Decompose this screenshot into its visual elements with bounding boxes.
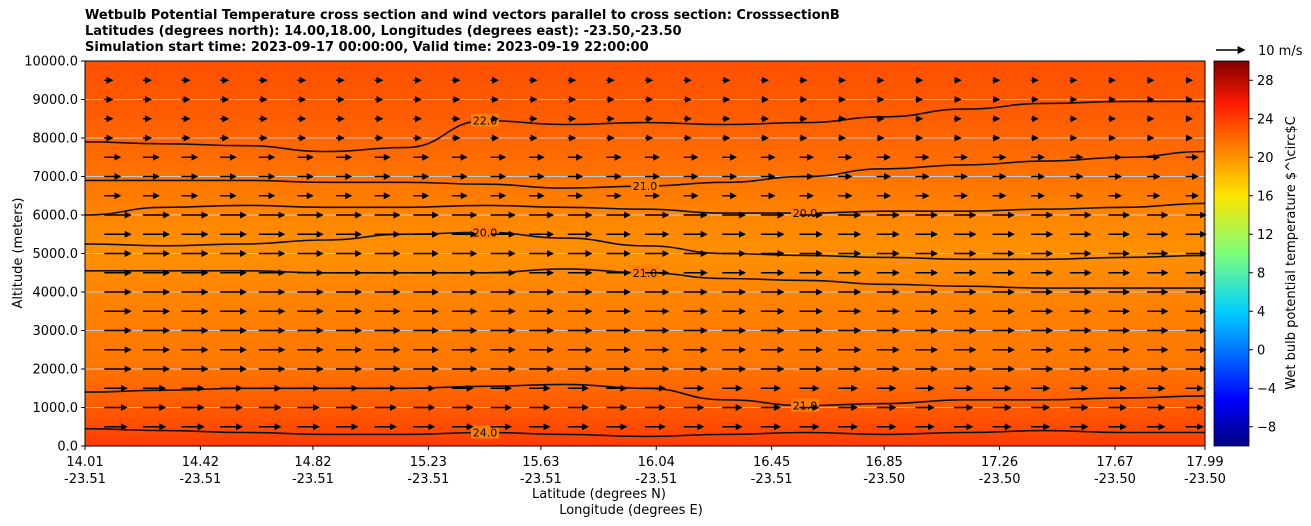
y-tick-label: 6000.0 bbox=[33, 209, 79, 224]
x-tick-label-lon: -23.51 bbox=[520, 472, 562, 487]
x-tick-label-lat: 16.45 bbox=[753, 455, 790, 470]
x-tick-label-lat: 16.04 bbox=[638, 455, 675, 470]
x-tick-label-lon: -23.50 bbox=[1184, 472, 1226, 487]
x-tick-label-lon: -23.51 bbox=[407, 472, 449, 487]
colorbar-tick-label: 4 bbox=[1257, 305, 1265, 320]
colorbar-tick-label: 0 bbox=[1257, 343, 1265, 358]
x-tick-label-lat: 15.63 bbox=[522, 455, 559, 470]
x-tick-label-lon: -23.51 bbox=[751, 472, 793, 487]
x-tick-label-lat: 16.85 bbox=[866, 455, 903, 470]
x-tick-label-lon: -23.51 bbox=[635, 472, 677, 487]
chart-title-line-3: Simulation start time: 2023-09-17 00:00:… bbox=[85, 40, 649, 55]
y-tick-label: 9000.0 bbox=[33, 93, 79, 108]
chart-title-line-2: Latitudes (degrees north): 14.00,18.00, … bbox=[85, 24, 682, 39]
y-tick-label: 8000.0 bbox=[33, 132, 79, 147]
y-tick-label: 1000.0 bbox=[33, 401, 79, 416]
contour-line bbox=[84, 100, 1205, 153]
quiver-key-label: 10 m/s bbox=[1258, 44, 1303, 59]
colorbar-tick-label: 20 bbox=[1257, 151, 1274, 166]
colorbar-tick-label: 16 bbox=[1257, 189, 1274, 204]
contour-label: 21.0 bbox=[793, 400, 818, 413]
contour-label: 20.0 bbox=[473, 226, 498, 239]
contour-label: 22.0 bbox=[473, 115, 498, 128]
y-tick-label: 3000.0 bbox=[33, 324, 79, 339]
x-tick-label-lon: -23.51 bbox=[179, 472, 221, 487]
contour-label-bg bbox=[471, 425, 499, 439]
x-tick-label-lat: 17.99 bbox=[1186, 455, 1223, 470]
colorbar: 28 24 20 16 12 8 4 0 −4 −8 Wet bulb potential tem… bbox=[1213, 60, 1299, 447]
contour-label: 24.0 bbox=[473, 427, 498, 440]
x-tick-label-lon: -23.51 bbox=[292, 472, 334, 487]
y-tick-label: 4000.0 bbox=[33, 286, 79, 301]
x-tick-label-lat: 14.42 bbox=[182, 455, 219, 470]
x-tick-label-lon: -23.50 bbox=[1094, 472, 1136, 487]
chart-title-line-1: Wetbulb Potential Temperature cross sect… bbox=[85, 8, 840, 23]
y-axis-label: Altitude (meters) bbox=[11, 198, 26, 309]
contour-label-bg bbox=[471, 225, 499, 239]
x-tick-label-lat: 14.01 bbox=[66, 455, 103, 470]
y-tick-label: 2000.0 bbox=[33, 363, 79, 378]
contour-label: 21.0 bbox=[633, 180, 658, 193]
contour-line bbox=[84, 427, 1205, 438]
colorbar-tick-label: 8 bbox=[1257, 266, 1265, 281]
colorbar-gradient bbox=[1213, 60, 1250, 447]
colorbar-ticks: 28 24 20 16 12 8 4 0 −4 −8 bbox=[1249, 74, 1276, 435]
x-tick-label-lat: 14.82 bbox=[294, 455, 331, 470]
colorbar-tick-label: 28 bbox=[1257, 74, 1274, 89]
x-tick-label-lon: -23.50 bbox=[863, 472, 905, 487]
colorbar-tick-label: −8 bbox=[1257, 420, 1276, 435]
contour-label: 20.0 bbox=[793, 207, 818, 220]
contour-label-bg bbox=[791, 206, 819, 220]
y-tick-label: 10000.0 bbox=[24, 55, 78, 70]
y-tick-label: 7000.0 bbox=[33, 170, 79, 185]
colorbar-tick-label: 24 bbox=[1257, 112, 1274, 127]
x-tick-label-lat: 17.26 bbox=[981, 455, 1018, 470]
x-axis-label-longitude: Longitude (degrees E) bbox=[559, 503, 703, 518]
y-axis-ticks: 0.0 1000.0 2000.0 3000.0 4000.0 5000.0 6000.0 7… bbox=[24, 55, 85, 455]
contour-label-bg bbox=[631, 179, 659, 193]
y-tick-label: 0.0 bbox=[57, 440, 78, 455]
contour-line bbox=[84, 202, 1206, 216]
x-tick-label-lon: -23.50 bbox=[979, 472, 1021, 487]
quiver-key: 10 m/s bbox=[1216, 44, 1303, 59]
x-axis-label-latitude: Latitude (degrees N) bbox=[532, 487, 666, 502]
contour-line bbox=[84, 231, 1206, 261]
y-tick-label: 5000.0 bbox=[33, 247, 79, 262]
colorbar-tick-label: 12 bbox=[1257, 228, 1274, 243]
x-tick-label-lat: 15.23 bbox=[410, 455, 447, 470]
contour-label-bg bbox=[791, 398, 819, 412]
wind-vectors bbox=[104, 76, 1207, 431]
x-axis-ticks: 14.01 -23.51 14.42 -23.51 14.82 -23.51 15.23 -2… bbox=[64, 446, 1226, 487]
colorbar-tick-label: −4 bbox=[1257, 382, 1276, 397]
x-tick-label-lon: -23.51 bbox=[64, 472, 106, 487]
x-tick-label-lat: 17.67 bbox=[1096, 455, 1133, 470]
contour-label-bg bbox=[471, 113, 499, 127]
colorbar-label: Wet bulb potential temperature $^\circ$C bbox=[1284, 116, 1299, 389]
